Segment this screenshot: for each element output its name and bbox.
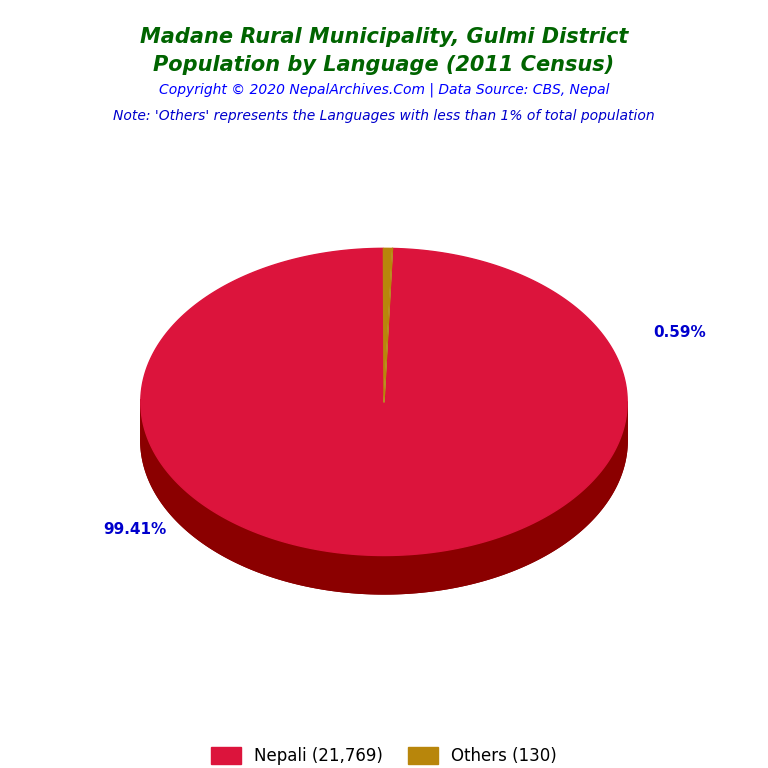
Polygon shape: [141, 399, 627, 594]
Text: Note: 'Others' represents the Languages with less than 1% of total population: Note: 'Others' represents the Languages …: [113, 109, 655, 123]
Text: 99.41%: 99.41%: [103, 522, 167, 538]
Legend: Nepali (21,769), Others (130): Nepali (21,769), Others (130): [204, 740, 564, 768]
Polygon shape: [141, 248, 627, 555]
Polygon shape: [383, 248, 392, 402]
Text: Madane Rural Municipality, Gulmi District: Madane Rural Municipality, Gulmi Distric…: [140, 27, 628, 47]
Text: Population by Language (2011 Census): Population by Language (2011 Census): [154, 55, 614, 75]
Text: Copyright © 2020 NepalArchives.Com | Data Source: CBS, Nepal: Copyright © 2020 NepalArchives.Com | Dat…: [159, 82, 609, 97]
Text: 0.59%: 0.59%: [653, 326, 706, 340]
Polygon shape: [141, 402, 627, 594]
